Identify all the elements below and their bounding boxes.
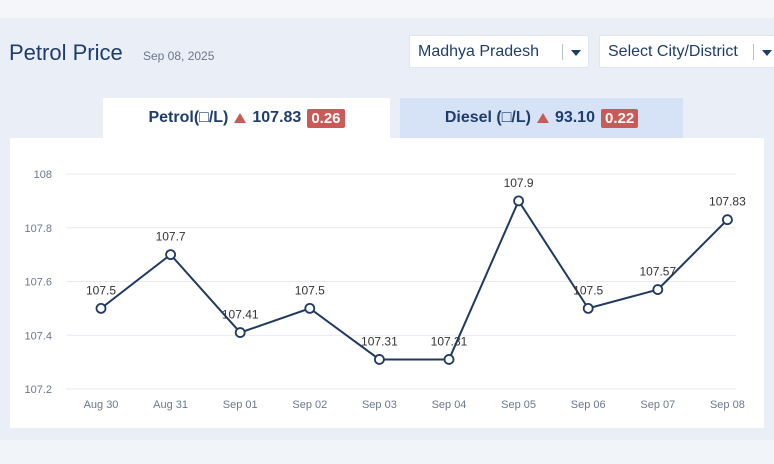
- data-label: 107.41: [222, 308, 259, 322]
- series-line: [100, 198, 729, 361]
- state-select[interactable]: Madhya Pradesh: [409, 35, 589, 68]
- y-tick-label: 108: [34, 169, 52, 181]
- data-point[interactable]: [95, 302, 107, 314]
- x-tick-label: Sep 08: [710, 399, 745, 411]
- top-strip: [0, 0, 774, 18]
- data-label: 107.57: [639, 265, 676, 279]
- x-tick-label: Sep 07: [640, 399, 675, 411]
- data-point[interactable]: [373, 354, 385, 365]
- data-point[interactable]: [165, 249, 177, 261]
- data-label: 107.5: [86, 283, 116, 297]
- y-axis: 108 107.8 107.6 107.4 107.2: [24, 169, 52, 396]
- tab-petrol-label: Petrol(□/L): [148, 109, 229, 126]
- x-axis: Aug 30 Aug 31 Sep 01 Sep 02 Sep 03 Sep 04 Sep …: [84, 399, 745, 411]
- data-label: 107.9: [504, 176, 534, 190]
- y-tick-label: 107.6: [24, 277, 52, 289]
- data-label: 107.5: [573, 283, 603, 297]
- data-label: 107.5: [295, 283, 325, 297]
- y-tick-label: 107.8: [24, 223, 52, 235]
- tab-diesel-change-badge: 0.22: [600, 108, 639, 128]
- city-select-value: Select City/District: [608, 43, 738, 60]
- tab-diesel-price: 93.10: [554, 109, 595, 126]
- data-points: [95, 195, 733, 365]
- x-tick-label: Sep 03: [362, 399, 397, 411]
- select-divider: [753, 44, 754, 60]
- x-tick-label: Aug 30: [84, 399, 119, 411]
- x-tick-label: Sep 06: [571, 399, 606, 411]
- tab-petrol-change-badge: 0.26: [307, 108, 345, 128]
- data-point[interactable]: [722, 214, 733, 226]
- data-point[interactable]: [304, 302, 316, 314]
- x-tick-label: Sep 02: [292, 399, 327, 411]
- data-label: 107.7: [156, 230, 186, 244]
- data-point[interactable]: [443, 354, 455, 365]
- price-date: Sep 08, 2025: [143, 49, 215, 63]
- y-tick-label: 107.2: [24, 384, 52, 396]
- tab-diesel-label: Diesel (□/L): [444, 109, 531, 126]
- price-up-icon: [536, 113, 549, 123]
- chevron-down-icon[interactable]: [762, 50, 772, 56]
- bottom-strip: [0, 440, 774, 464]
- data-label: 107.31: [431, 334, 468, 348]
- x-tick-label: Sep 01: [223, 399, 258, 411]
- data-label: 107.83: [709, 195, 746, 209]
- chart-grid: [66, 173, 736, 390]
- data-point[interactable]: [513, 195, 524, 207]
- tab-diesel[interactable]: Diesel (□/L) 93.10 0.22: [400, 98, 683, 138]
- page-title: Petrol Price: [9, 40, 123, 65]
- chevron-down-icon[interactable]: [571, 50, 581, 56]
- y-tick-label: 107.4: [24, 330, 52, 342]
- tab-petrol[interactable]: Petrol(□/L) 107.83 0.26: [103, 98, 390, 138]
- x-tick-label: Sep 05: [501, 399, 536, 411]
- chart-panel: [10, 138, 764, 428]
- city-select[interactable]: Select City/District: [599, 35, 774, 68]
- data-point[interactable]: [582, 302, 594, 314]
- data-point[interactable]: [234, 327, 246, 338]
- select-divider: [562, 44, 563, 60]
- price-up-icon: [234, 113, 247, 123]
- data-label: 107.31: [361, 334, 398, 348]
- state-select-value: Madhya Pradesh: [418, 43, 539, 60]
- data-labels: 107.5 107.7 107.41 107.5 107.31 107.31 107.9 10…: [86, 176, 746, 349]
- data-point[interactable]: [652, 284, 664, 295]
- x-tick-label: Aug 31: [153, 399, 188, 411]
- tab-petrol-price: 107.83: [252, 109, 302, 126]
- x-tick-label: Sep 04: [432, 399, 467, 411]
